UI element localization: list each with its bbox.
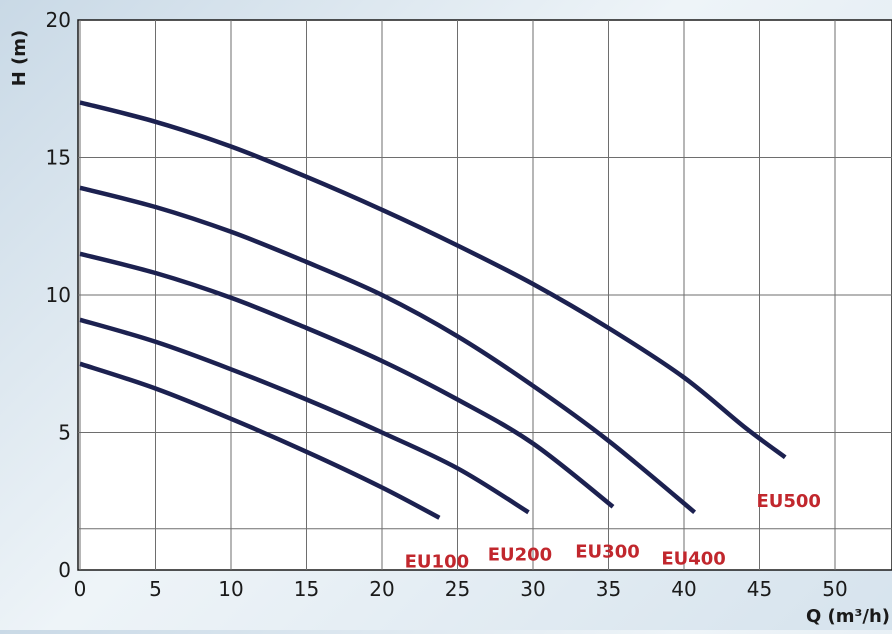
series-label-eu400: EU400 <box>661 549 726 570</box>
series-curve-eu200 <box>79 317 530 515</box>
y-tick-label-2: 10 <box>46 283 71 307</box>
x-axis-title: Q (m³/h) <box>806 606 890 627</box>
series-label-eu100: EU100 <box>405 551 470 572</box>
series-curves <box>79 100 787 520</box>
series-label-eu200: EU200 <box>488 544 553 565</box>
series-label-eu300: EU300 <box>575 542 640 563</box>
tick-labels: 0 5 10 15 20 25 30 35 40 45 50 0 5 10 15 20 <box>46 8 848 601</box>
x-tick-label-2: 10 <box>218 577 243 601</box>
x-tick-label-10: 50 <box>822 577 847 601</box>
y-tick-label-4: 20 <box>46 8 71 32</box>
series-curve-eu100 <box>79 361 441 520</box>
series-curve-eu300 <box>79 251 615 509</box>
grid-lines <box>78 20 892 570</box>
x-tick-label-8: 40 <box>671 577 696 601</box>
y-tick-label-0: 0 <box>58 558 71 582</box>
series-labels: EU100 EU200 EU300 EU400 EU500 <box>405 491 821 573</box>
x-tick-label-9: 45 <box>747 577 772 601</box>
y-tick-label-1: 5 <box>58 421 71 445</box>
y-axis-title: H (m) <box>9 30 30 87</box>
x-tick-label-7: 35 <box>596 577 621 601</box>
series-curve-eu500 <box>79 100 787 460</box>
x-tick-label-1: 5 <box>149 577 162 601</box>
x-tick-label-3: 15 <box>294 577 319 601</box>
series-label-eu500: EU500 <box>756 491 821 512</box>
x-tick-label-0: 0 <box>74 577 87 601</box>
x-tick-label-4: 20 <box>369 577 394 601</box>
x-tick-label-6: 30 <box>520 577 545 601</box>
series-curve-eu400 <box>79 185 697 515</box>
y-tick-label-3: 15 <box>46 146 71 170</box>
x-tick-label-5: 25 <box>445 577 470 601</box>
